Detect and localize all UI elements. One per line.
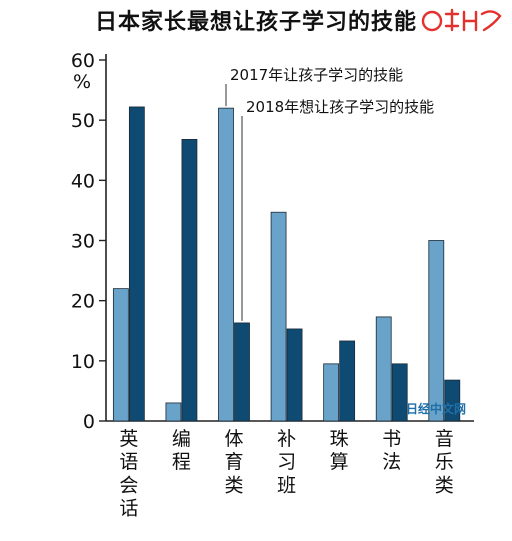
x-tick-label: 音乐类: [435, 428, 454, 496]
y-tick-label: 30: [71, 231, 95, 253]
y-tick-label: 40: [71, 170, 95, 192]
x-tick-label: 珠算: [330, 428, 349, 473]
legend-label-series-1: 2017年让孩子学习的技能: [230, 66, 403, 84]
bar-series-2: [128, 106, 145, 422]
x-tick-label: 补习班: [277, 428, 296, 496]
bar-series-1: [112, 288, 129, 422]
x-tick-label: 编程: [172, 428, 191, 473]
bar-series-1: [323, 363, 340, 422]
y-tick-label: 0: [83, 411, 95, 433]
bar-series-2: [234, 322, 250, 422]
bar-series-1: [270, 211, 287, 422]
bar-series-2: [339, 340, 356, 422]
bar-series-2: [391, 363, 408, 422]
y-tick-label: 50: [71, 110, 95, 132]
bar-series-2: [286, 328, 303, 422]
bar-series-2: [444, 379, 461, 422]
bar-series-1: [428, 240, 445, 422]
x-tick-label: 书法: [382, 428, 401, 473]
y-tick-label: 10: [71, 351, 95, 373]
bar-series-2: [181, 139, 198, 422]
y-tick-label: 60: [71, 50, 95, 72]
brand-logo: [421, 8, 502, 32]
y-tick-label: 20: [71, 291, 95, 313]
bar-series-1: [165, 402, 182, 422]
legend-label-series-2: 2018年想让孩子学习的技能: [246, 98, 434, 116]
chart-title: 日本家长最想让孩子学习的技能: [94, 10, 417, 35]
y-axis-unit: %: [73, 71, 91, 93]
watermark-text: 日经中文网: [406, 401, 466, 416]
bar-series-1: [375, 316, 392, 422]
x-tick-label: 体育类: [224, 428, 243, 496]
x-tick-label: 英语会话: [119, 428, 138, 520]
bar-series-1: [218, 107, 234, 422]
